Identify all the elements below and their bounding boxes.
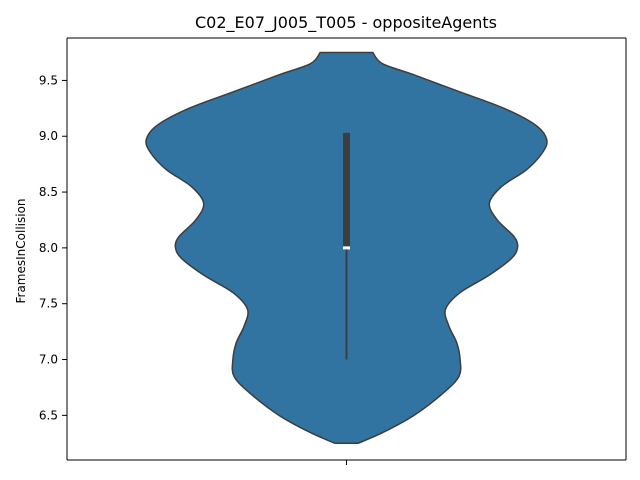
chart-title: C02_E07_J005_T005 - oppositeAgents	[195, 13, 497, 33]
y-axis-label: FramesInCollision	[14, 198, 28, 303]
y-tick-label: 9.0	[39, 129, 58, 143]
y-tick-label: 8.0	[39, 241, 58, 255]
y-tick-label: 9.5	[39, 73, 58, 87]
interquartile-box	[343, 132, 350, 248]
axes-layer: 6.5 7.0 7.5 8.0 8.5 9.0 9.5	[39, 37, 627, 465]
box-layer	[343, 132, 350, 360]
y-tick-label: 7.5	[39, 297, 58, 311]
median-marker	[343, 246, 350, 250]
y-tick-label: 7.0	[39, 353, 58, 367]
y-tick-label: 6.5	[39, 408, 58, 422]
y-tick-label: 8.5	[39, 185, 58, 199]
